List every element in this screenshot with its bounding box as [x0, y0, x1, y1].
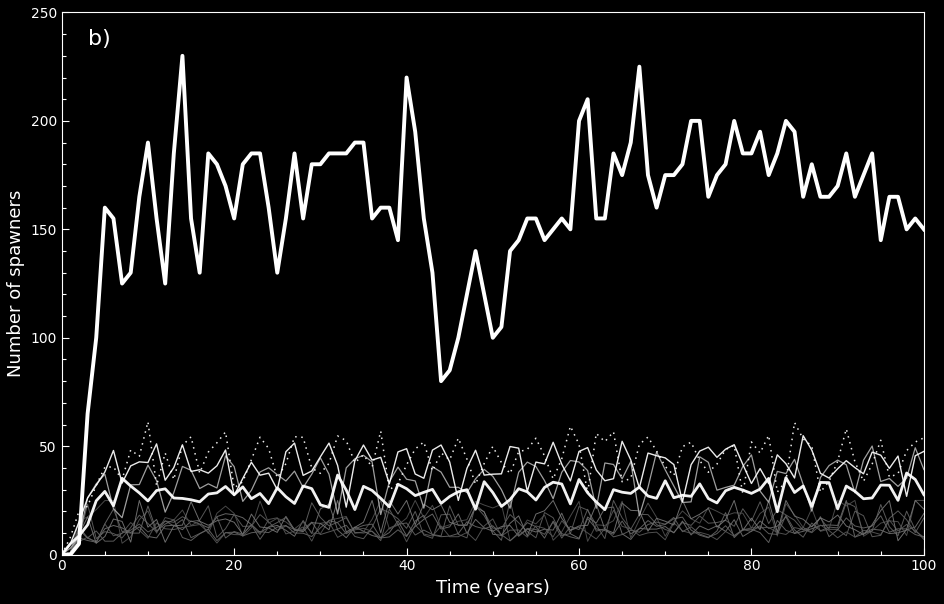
- Y-axis label: Number of spawners: Number of spawners: [7, 190, 25, 378]
- X-axis label: Time (years): Time (years): [436, 579, 549, 597]
- Text: b): b): [88, 29, 110, 49]
